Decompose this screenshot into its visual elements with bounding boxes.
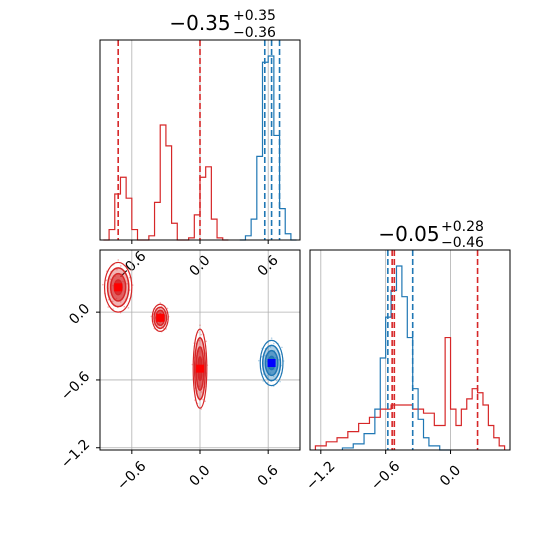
joint-peak-marker-s0-m1 (156, 313, 165, 322)
joint-tick-label-x: 0.6 (255, 462, 282, 489)
marginal-y-title-sup: +0.28 (441, 219, 484, 235)
joint-sample-point (119, 301, 122, 303)
joint-panel: −0.6 0.0 0.6 −1.2 −0.6 0.0 (58, 249, 301, 494)
joint-tick-label-x: 0.0 (186, 462, 213, 489)
marginal-y-frame (309, 249, 511, 451)
marginal-y-title-sub: −0.46 (441, 235, 484, 251)
joint-sample-point (199, 324, 201, 326)
joint-peak-marker-s0-m2 (196, 364, 204, 373)
joint-tick-label-y: −1.2 (58, 436, 93, 471)
marginal-y-panel: −1.2 −0.6 0.0 (303, 249, 511, 494)
joint-sample-point (116, 268, 118, 271)
joint-sample-point (205, 340, 208, 343)
joint-sample-point (200, 408, 202, 410)
joint-sample-point (123, 305, 126, 308)
joint-sample-point (150, 315, 153, 318)
joint-contour-s1-m0-l0 (259, 339, 284, 387)
joint-sample-point (111, 300, 114, 303)
joint-sample-point (129, 269, 132, 271)
marginal-x-hist-series-0 (103, 124, 229, 241)
joint-sample-point (281, 346, 283, 349)
joint-sample-point (275, 379, 278, 382)
joint-sample-point (102, 283, 104, 286)
joint-sample-point (200, 333, 203, 336)
joint-contour-s0-m1-l0 (151, 303, 169, 332)
joint-sample-point (198, 339, 201, 342)
joint-sample-point (126, 282, 128, 285)
joint-sample-point (107, 298, 110, 301)
marginal-x-frame (99, 39, 301, 241)
marginal-y-tick-label-x: −0.6 (368, 458, 403, 493)
joint-tick-label-y: 0.0 (66, 301, 93, 328)
joint-contour-s0-m2-l0 (192, 328, 208, 409)
joint-sample-point (117, 259, 120, 261)
marginal-y-tick-label-x: 0.0 (437, 462, 464, 489)
joint-peak-marker-s1-m0 (267, 358, 276, 367)
joint-sample-point (109, 278, 112, 281)
joint-contour-s0-m0-l0 (103, 261, 133, 313)
joint-sample-point (107, 306, 109, 308)
marginal-x-title-sup: +0.35 (233, 8, 276, 24)
marginal-y-title-main: −0.05 (378, 222, 439, 246)
joint-sample-point (105, 279, 108, 282)
joint-sample-point (127, 306, 130, 309)
joint-sample-point (266, 374, 268, 377)
marginal-y-tick-label-x: −1.2 (303, 458, 338, 493)
marginal-y-hist-series-0 (314, 336, 506, 450)
marginal-x-title-sub: −0.36 (233, 25, 276, 41)
joint-frame (99, 249, 301, 451)
joint-peak-marker-s0-m0 (114, 283, 123, 292)
joint-sample-point (204, 400, 206, 403)
joint-sample-point (202, 398, 204, 401)
joint-sample-point (159, 302, 162, 304)
joint-sample-point (269, 346, 272, 348)
joint-sample-point (262, 380, 265, 382)
marginal-x-title-main: −0.35 (169, 11, 230, 35)
joint-sample-point (258, 359, 260, 362)
joint-tick-label-y: −0.6 (58, 369, 93, 404)
joint-sample-point (160, 305, 163, 307)
joint-sample-point (166, 307, 169, 310)
joint-sample-point (278, 358, 280, 361)
marginal-x-panel: −0.6 0.0 0.6 (99, 39, 301, 284)
joint-sample-point (279, 380, 281, 383)
marginal-x-hist-series-1 (239, 55, 297, 241)
joint-tick-label-x: −0.6 (114, 458, 149, 493)
marginal-x-title: −0.35 (169, 11, 230, 35)
joint-sample-point (120, 265, 122, 267)
marginal-y-hist-series-1 (341, 265, 451, 451)
joint-sample-point (272, 375, 275, 378)
marginal-y-title: −0.05 (378, 222, 439, 246)
joint-sample-point (270, 337, 273, 339)
joint-sample-point (200, 391, 203, 393)
joint-sample-point (272, 342, 275, 345)
